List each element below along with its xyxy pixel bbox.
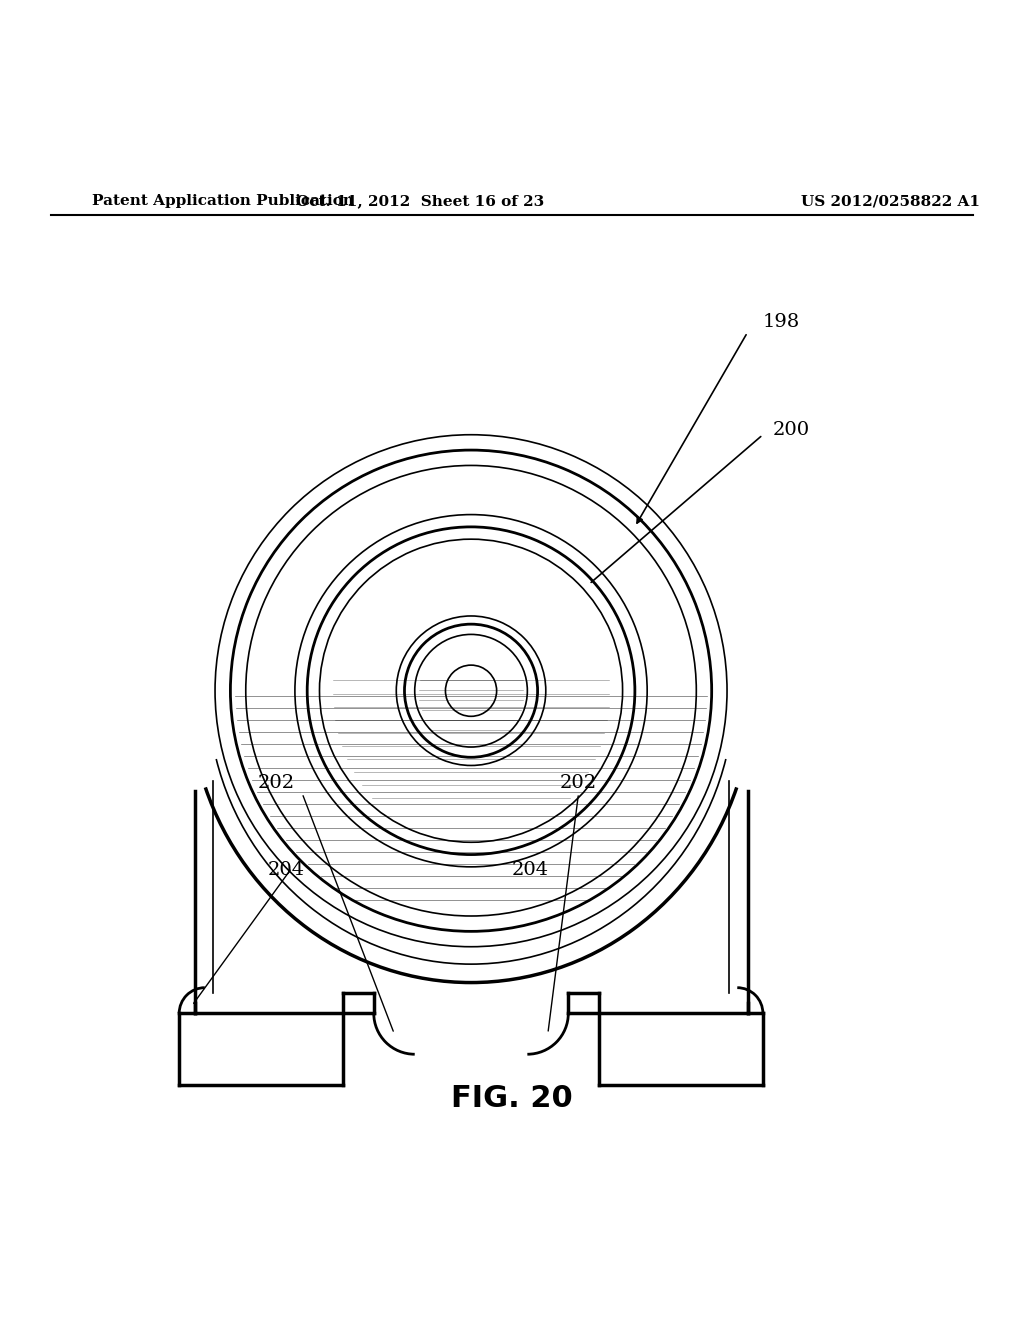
Text: Oct. 11, 2012  Sheet 16 of 23: Oct. 11, 2012 Sheet 16 of 23 <box>296 194 544 209</box>
Text: 204: 204 <box>512 861 549 879</box>
Text: 198: 198 <box>763 313 800 331</box>
Text: 200: 200 <box>773 421 810 438</box>
Text: FIG. 20: FIG. 20 <box>452 1084 572 1113</box>
Text: Patent Application Publication: Patent Application Publication <box>92 194 354 209</box>
Text: 202: 202 <box>258 774 295 792</box>
Text: 202: 202 <box>560 774 597 792</box>
Text: US 2012/0258822 A1: US 2012/0258822 A1 <box>802 194 980 209</box>
Text: 204: 204 <box>268 861 305 879</box>
